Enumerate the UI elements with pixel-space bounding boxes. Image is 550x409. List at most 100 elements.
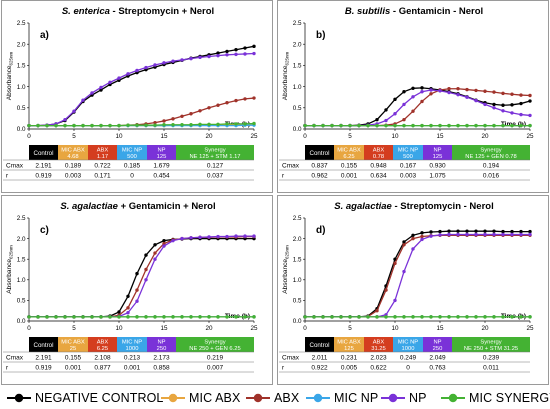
table-header-value: NE 250 + GEN 6.25 xyxy=(189,346,240,352)
y-tick-label: 2.5 xyxy=(293,20,302,27)
data-point-negative_control xyxy=(153,243,157,247)
table-cell: 0.858 xyxy=(153,364,170,371)
data-point-np xyxy=(447,232,451,237)
data-point-np xyxy=(501,109,505,113)
data-point-np xyxy=(180,236,184,241)
table-header-abx xyxy=(88,337,117,352)
data-point-negative_control xyxy=(420,86,424,90)
series-mic_synergy xyxy=(303,315,532,319)
data-point-mic_synergy xyxy=(456,315,460,319)
x-tick-label: 25 xyxy=(250,325,258,332)
y-tick-label: 0.0 xyxy=(293,318,302,325)
data-point-abx xyxy=(501,91,505,96)
data-point-mic_synergy xyxy=(330,315,334,319)
data-point-mic_synergy xyxy=(510,123,514,128)
table-header-synergy xyxy=(452,337,530,352)
data-point-negative_control xyxy=(492,102,496,107)
table-row-label: r xyxy=(282,364,285,371)
data-point-abx xyxy=(411,109,415,113)
data-point-abx xyxy=(420,234,424,239)
chart-panel-c: S. agalactiae + Gentamicin + Nerol c) Abso… xyxy=(1,195,273,385)
x-tick-label: 15 xyxy=(160,133,168,140)
data-point-mic_synergy xyxy=(180,315,184,319)
table-header-mic_np xyxy=(393,337,423,352)
y-axis-label-main: Absorbance xyxy=(282,65,289,100)
legend-swatch xyxy=(381,393,405,403)
series-abx xyxy=(27,234,256,319)
data-point-abx xyxy=(483,89,487,93)
table-header-value: 1000 xyxy=(402,346,415,352)
x-tick-label: 15 xyxy=(436,133,444,140)
data-point-np xyxy=(108,80,112,85)
data-point-mic_synergy xyxy=(438,123,442,128)
y-tick-label: 1.0 xyxy=(17,84,26,91)
y-tick-label: 0.5 xyxy=(17,105,26,112)
data-point-negative_control xyxy=(402,240,406,244)
series-abx xyxy=(303,233,532,319)
legend-swatch xyxy=(161,393,185,403)
data-point-mic_synergy xyxy=(72,123,76,128)
legend-swatch-marker xyxy=(14,393,24,403)
data-point-mic_synergy xyxy=(456,123,460,128)
data-point-np xyxy=(243,234,247,238)
legend-swatch xyxy=(7,393,31,403)
y-axis-label: Absorbance625nm xyxy=(282,245,290,294)
data-point-negative_control xyxy=(393,97,397,102)
data-point-negative_control xyxy=(501,103,505,107)
data-point-mic_synergy xyxy=(519,123,523,128)
data-point-negative_control xyxy=(483,229,487,233)
series-np xyxy=(27,51,256,128)
panel-letter: b) xyxy=(316,30,325,41)
table-header-label: Synergy xyxy=(204,147,225,153)
data-point-negative_control xyxy=(411,86,415,91)
data-point-np xyxy=(438,233,442,237)
table-cell: 0.239 xyxy=(483,354,500,361)
data-point-abx xyxy=(162,241,166,246)
data-point-negative_control xyxy=(252,44,256,49)
data-point-mic_synergy xyxy=(180,123,184,127)
legend-item: NEGATIVE CONTROL xyxy=(6,389,163,407)
x-tick-label: 10 xyxy=(115,325,123,332)
data-point-np xyxy=(510,111,514,115)
table-cell: 1.075 xyxy=(429,172,446,179)
data-point-negative_control xyxy=(144,253,148,257)
y-axis-label-sub: 625nm xyxy=(9,52,14,66)
table-header-value: 25 xyxy=(70,346,76,352)
data-point-mic_synergy xyxy=(447,123,451,128)
series-np xyxy=(27,234,256,319)
table-header-abx xyxy=(364,337,393,352)
data-point-mic_synergy xyxy=(108,123,112,128)
data-point-abx xyxy=(393,261,397,266)
table-cell: 0.622 xyxy=(370,364,387,371)
data-point-mic_synergy xyxy=(483,123,487,128)
table-cell: 2.049 xyxy=(429,354,446,361)
data-point-mic_synergy xyxy=(198,122,202,127)
table-header-mic_np xyxy=(393,145,423,160)
data-point-abx xyxy=(375,309,379,313)
data-point-abx xyxy=(384,288,388,292)
table-header-abx xyxy=(364,145,393,160)
legend-swatch-marker xyxy=(168,393,178,403)
table-cell: 0.037 xyxy=(207,172,224,179)
data-point-mic_synergy xyxy=(207,315,211,319)
legend-label: NEGATIVE CONTROL xyxy=(35,391,164,405)
table-cell: 0.005 xyxy=(341,364,358,371)
y-axis-label-main: Absorbance xyxy=(6,259,13,294)
title-species: S. agalactiae xyxy=(60,201,118,212)
data-point-np xyxy=(420,237,424,242)
table-row-label: r xyxy=(282,172,285,179)
series-mic_synergy xyxy=(303,123,532,128)
table-header-synergy xyxy=(452,145,530,160)
data-point-mic_synergy xyxy=(162,123,166,127)
legend-label: MIC ABX xyxy=(189,391,241,405)
data-point-np xyxy=(216,234,220,239)
table-cell: 0.722 xyxy=(94,162,111,169)
data-point-mic_synergy xyxy=(63,123,67,128)
legend-swatch xyxy=(441,393,465,403)
data-point-negative_control xyxy=(510,103,514,107)
data-point-np xyxy=(483,232,487,237)
data-point-np xyxy=(234,234,238,238)
chart-panel-d: S. agalactiae - Streptomycin - Nerol d) Ab… xyxy=(277,195,549,385)
chart-title: S. enterica - Streptomycin + Nerol xyxy=(62,6,214,17)
